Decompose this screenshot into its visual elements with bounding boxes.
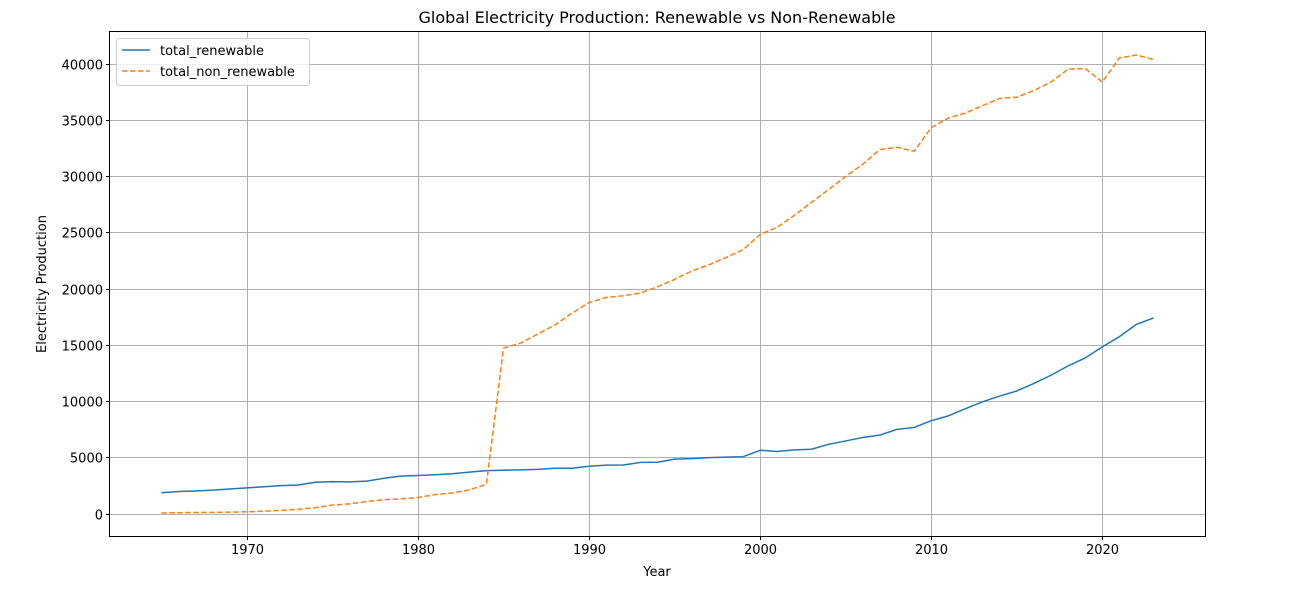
legend-label-total-non-renewable: total_non_renewable xyxy=(160,65,295,80)
y-axis-label: Electricity Production xyxy=(35,215,50,353)
y-tick-label: 15000 xyxy=(62,340,103,355)
y-tick-label: 40000 xyxy=(62,59,103,74)
y-tick-label: 0 xyxy=(95,509,103,524)
series-line-total-renewable xyxy=(161,317,1154,494)
x-tick-label: 2020 xyxy=(1086,543,1119,558)
chart-title: Global Electricity Production: Renewable… xyxy=(418,8,895,27)
legend: total_renewable total_non_renewable xyxy=(116,38,310,86)
y-tick-label: 10000 xyxy=(62,396,103,411)
x-tick-label: 2010 xyxy=(915,543,948,558)
series-line-total-non-renewable xyxy=(161,54,1154,514)
y-tick-label: 25000 xyxy=(62,227,103,242)
axis-ticks: 1970 1980 1990 2000 2010 2020 0 5000 10000 15000 2… xyxy=(62,59,1119,559)
y-tick-label: 35000 xyxy=(62,115,103,130)
y-tick-label: 20000 xyxy=(62,284,103,299)
grid xyxy=(110,32,1205,536)
series-lines xyxy=(161,54,1154,514)
y-tick-label: 5000 xyxy=(70,452,103,467)
x-tick-label: 1980 xyxy=(402,543,435,558)
y-tick-label: 30000 xyxy=(62,171,103,186)
x-tick-label: 1990 xyxy=(573,543,606,558)
x-tick-label: 1970 xyxy=(231,543,264,558)
legend-box xyxy=(116,38,310,86)
x-tick-label: 2000 xyxy=(744,543,777,558)
x-axis-label: Year xyxy=(642,565,671,580)
legend-label-total-renewable: total_renewable xyxy=(160,44,264,59)
plot-frame xyxy=(109,31,1206,537)
